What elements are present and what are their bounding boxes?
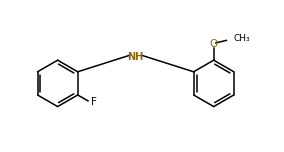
Text: NH: NH (128, 52, 144, 62)
Text: O: O (210, 39, 218, 49)
Text: CH₃: CH₃ (233, 34, 250, 43)
Text: F: F (91, 97, 97, 107)
